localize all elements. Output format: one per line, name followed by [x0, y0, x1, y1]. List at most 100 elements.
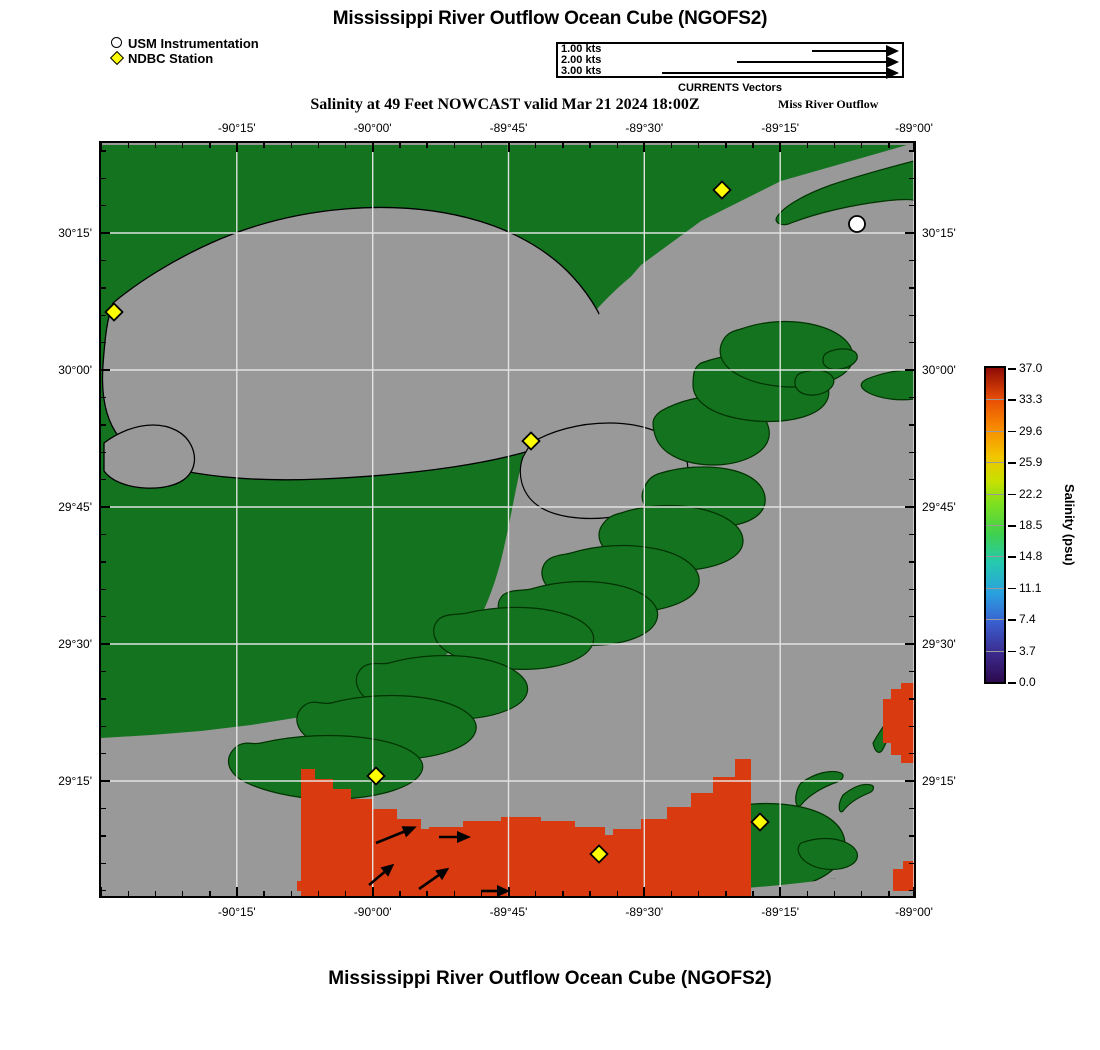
x-tick-minor: [643, 143, 646, 148]
y-tick-minor: [101, 424, 106, 426]
x-axis-tick-label: -89°00': [895, 905, 933, 919]
x-axis-tick-label: -89°15': [761, 905, 800, 919]
y-tick-minor: [101, 780, 106, 782]
usm-instrumentation-marker[interactable]: [848, 215, 866, 233]
x-tick-minor: [616, 143, 618, 148]
x-axis-tick-label: -89°00': [895, 121, 933, 135]
colorbar-tick-label: 29.6: [1019, 423, 1043, 438]
x-tick-minor: [263, 143, 265, 148]
y-tick-minor: [101, 396, 106, 399]
x-tick-minor: [752, 143, 754, 148]
y-tick-minor: [909, 232, 914, 234]
y-tick-minor: [101, 670, 106, 673]
y-tick-minor: [909, 150, 914, 152]
circle-marker-icon: [110, 36, 125, 51]
x-tick-minor: [507, 891, 510, 896]
x-tick-minor: [453, 143, 455, 148]
y-tick-minor: [909, 643, 914, 645]
x-tick-minor: [399, 143, 401, 148]
colorbar-tick-label: 25.9: [1019, 455, 1043, 470]
currents-key-label-2: 2.00 kts: [561, 54, 602, 66]
x-axis-tick-label: -89°30': [625, 121, 664, 135]
x-tick-minor: [589, 143, 591, 148]
y-tick-minor: [101, 616, 106, 618]
legend-label-ndbc: NDBC Station: [128, 51, 214, 66]
x-tick-minor: [860, 891, 863, 896]
x-tick-minor: [643, 891, 646, 896]
y-tick-minor: [909, 780, 914, 782]
lake-maurepas: [103, 424, 196, 489]
currents-vector-key: 1.00 kts 2.00 kts 3.00 kts: [556, 42, 904, 79]
colorbar-band-separator: [986, 525, 1004, 526]
colorbar-tick-mark: [1008, 556, 1016, 558]
colorbar-tick-mark: [1008, 430, 1016, 433]
currents-key-row-2: 2.00 kts: [558, 54, 902, 68]
x-tick-minor: [317, 891, 320, 896]
x-tick-minor: [100, 891, 102, 896]
footer-title: Mississippi River Outflow Ocean Cube (NG…: [328, 968, 772, 989]
y-axis-tick-label: 29°45': [58, 500, 92, 514]
y-tick-minor: [101, 533, 106, 536]
y-axis-tick-label: 30°00': [922, 363, 956, 377]
y-tick-minor: [909, 698, 914, 700]
y-tick-minor: [101, 287, 106, 289]
map-plot-area[interactable]: [99, 141, 916, 898]
x-tick-minor: [154, 891, 157, 896]
colorbar-tick-mark: [1008, 525, 1016, 527]
x-tick-minor: [181, 143, 184, 148]
x-tick-minor: [562, 891, 564, 896]
y-tick-minor: [909, 205, 914, 207]
y-tick-minor: [101, 451, 106, 454]
colorbar-tick-label: 18.5: [1019, 518, 1043, 532]
x-tick-minor: [888, 143, 890, 148]
y-tick-minor: [909, 287, 914, 289]
x-tick-minor: [127, 891, 130, 896]
x-tick-minor: [209, 143, 211, 148]
diamond-marker-icon: [109, 50, 125, 66]
y-tick-minor: [101, 232, 106, 234]
y-tick-minor: [909, 588, 914, 591]
x-tick-minor: [779, 143, 781, 148]
high-salinity-plume: [297, 683, 914, 896]
y-axis-tick-label: 29°45': [922, 500, 956, 514]
y-tick-minor: [101, 314, 106, 317]
y-tick-minor: [909, 807, 914, 810]
legend-item-ndbc: NDBC Station: [109, 50, 259, 66]
y-tick-minor: [909, 533, 914, 536]
x-tick-minor: [181, 891, 184, 896]
currents-key-row-1: 1.00 kts: [558, 43, 902, 57]
x-axis-tick-label: -90°00': [353, 905, 392, 919]
x-tick-minor: [236, 891, 238, 896]
ndbc-station-marker[interactable]: [104, 180, 770, 864]
x-tick-minor: [535, 891, 537, 896]
x-tick-minor: [670, 143, 673, 148]
y-tick-minor: [909, 451, 914, 454]
colorbar-band-separator: [986, 430, 1004, 432]
x-tick-minor: [833, 143, 836, 148]
x-tick-minor: [290, 143, 292, 148]
y-tick-minor: [101, 479, 106, 481]
x-tick-minor: [263, 891, 265, 896]
colorbar-tick-label: 3.7: [1019, 643, 1036, 658]
y-tick-minor: [101, 205, 106, 207]
y-tick-minor: [101, 862, 106, 865]
x-tick-minor: [670, 891, 673, 896]
x-tick-minor: [480, 891, 483, 896]
x-axis-tick-label: -89°45': [489, 121, 528, 135]
x-tick-minor: [236, 143, 238, 148]
x-tick-minor: [426, 891, 428, 896]
currents-key-label-1: 1.00 kts: [561, 43, 602, 55]
colorbar-band-separator: [986, 587, 1004, 589]
colorbar-tick-mark: [1008, 368, 1016, 370]
colorbar: 37.0 33.3 29.6 25.9 22.2 18.5 14.8 11.1 7.4 3.7 0.…: [984, 361, 1042, 689]
x-axis-tick-label: -89°15': [761, 121, 800, 135]
x-tick-minor: [888, 891, 890, 896]
x-tick-minor: [317, 143, 320, 148]
colorbar-tick-mark: [1008, 587, 1016, 590]
currents-key-caption: CURRENTS Vectors: [678, 82, 782, 94]
colorbar-tick-mark: [1008, 493, 1016, 496]
x-tick-minor: [779, 891, 781, 896]
x-tick-minor: [344, 891, 347, 896]
y-tick-minor: [909, 396, 914, 399]
y-tick-minor: [101, 259, 106, 262]
